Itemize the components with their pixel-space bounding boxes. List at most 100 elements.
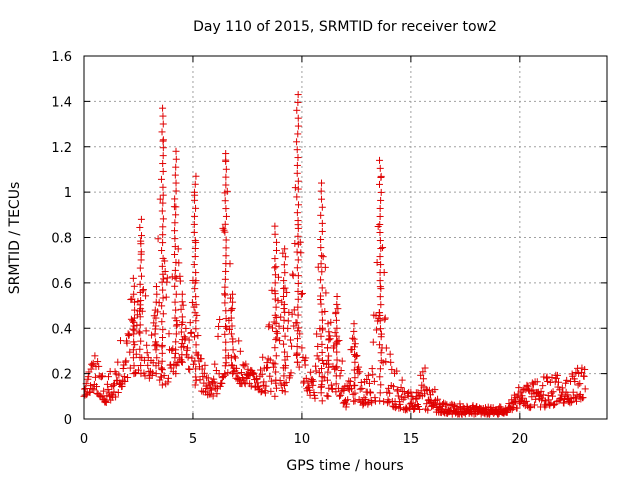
data-point <box>117 379 125 387</box>
data-point <box>172 147 180 155</box>
data-point <box>227 354 235 362</box>
data-point <box>581 385 589 393</box>
data-point <box>281 308 289 316</box>
data-point <box>222 338 230 346</box>
data-point <box>572 397 580 405</box>
data-point <box>192 376 200 384</box>
data-point <box>520 385 528 393</box>
data-point <box>158 278 166 286</box>
data-point <box>265 321 273 329</box>
data-point <box>333 324 341 332</box>
data-point <box>236 347 244 355</box>
data-point <box>281 269 289 277</box>
data-point <box>216 382 224 390</box>
data-point <box>159 191 167 199</box>
data-point <box>178 358 186 366</box>
data-point <box>104 385 112 393</box>
data-point <box>151 330 159 338</box>
data-point <box>333 356 341 364</box>
data-point <box>281 388 289 396</box>
data-point <box>324 320 332 328</box>
data-point <box>323 392 331 400</box>
data-point <box>325 360 333 368</box>
data-point <box>178 320 186 328</box>
data-point <box>159 326 167 334</box>
data-point <box>103 380 111 388</box>
data-point <box>159 144 167 152</box>
data-point <box>158 318 166 326</box>
data-point <box>376 293 384 301</box>
y-tick-label: 0 <box>64 413 72 428</box>
data-point <box>317 211 325 219</box>
data-point <box>222 315 230 323</box>
data-point <box>159 239 167 247</box>
data-point <box>294 240 302 248</box>
data-point <box>376 212 384 220</box>
data-point <box>293 264 301 272</box>
data-point <box>152 362 160 370</box>
data-point <box>122 357 130 365</box>
data-point <box>417 387 425 395</box>
data-point <box>318 357 326 365</box>
data-point <box>293 161 301 169</box>
data-point <box>182 324 190 332</box>
data-point <box>167 364 175 372</box>
data-point <box>152 338 160 346</box>
data-point <box>109 381 117 389</box>
data-point <box>358 384 366 392</box>
data-point <box>271 264 279 272</box>
data-point <box>221 275 229 283</box>
data-point <box>294 122 302 130</box>
data-point <box>137 297 145 305</box>
data-point <box>351 389 359 397</box>
data-point <box>192 325 200 333</box>
data-point <box>228 304 236 312</box>
data-point <box>350 335 358 343</box>
data-point <box>258 387 266 395</box>
data-point <box>229 368 237 376</box>
data-point <box>137 337 145 345</box>
data-point <box>152 370 160 378</box>
data-point <box>262 382 270 390</box>
data-point <box>158 207 166 215</box>
data-point <box>158 128 166 136</box>
data-point <box>286 336 294 344</box>
data-point <box>351 340 359 348</box>
data-point <box>334 305 342 313</box>
y-tick-label: 1 <box>64 186 72 201</box>
data-point <box>340 387 348 395</box>
data-point <box>177 343 185 351</box>
data-point <box>191 333 199 341</box>
data-point <box>97 373 105 381</box>
data-point <box>176 277 184 285</box>
data-point <box>419 375 427 383</box>
data-point <box>138 272 146 280</box>
data-point <box>249 370 257 378</box>
data-point <box>302 374 310 382</box>
data-point <box>310 389 318 397</box>
data-point <box>377 381 385 389</box>
data-point <box>312 362 320 370</box>
data-point <box>280 277 288 285</box>
data-point <box>136 321 144 329</box>
data-point <box>207 386 215 394</box>
data-point <box>192 349 200 357</box>
data-point <box>317 187 325 195</box>
data-point <box>229 298 237 306</box>
data-point <box>388 366 396 374</box>
data-points <box>80 91 589 418</box>
data-point <box>331 329 339 337</box>
chart-title: Day 110 of 2015, SRMTID for receiver tow… <box>193 19 497 35</box>
data-point <box>164 378 172 386</box>
data-point <box>191 357 199 365</box>
data-point <box>346 377 354 385</box>
data-point <box>294 130 302 138</box>
data-point <box>351 351 359 359</box>
data-point <box>222 157 230 165</box>
data-point <box>136 345 144 353</box>
data-point <box>512 394 520 402</box>
data-point <box>171 314 179 322</box>
data-point <box>416 405 424 413</box>
data-point <box>333 340 341 348</box>
data-point <box>99 372 107 380</box>
